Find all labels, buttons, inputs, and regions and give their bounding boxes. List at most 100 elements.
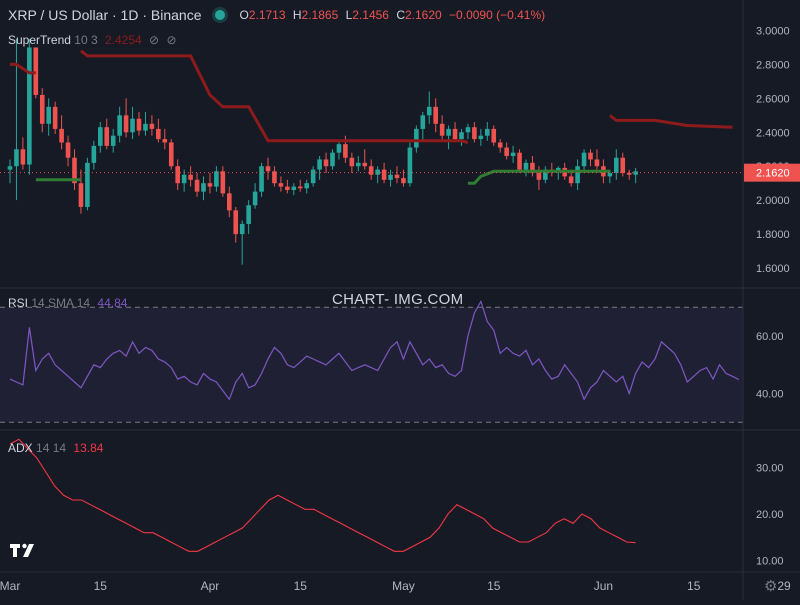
- adx-tick-label: 30.00: [756, 462, 784, 474]
- candle-body: [46, 106, 51, 124]
- candle-body: [7, 166, 13, 170]
- candle-body: [459, 132, 464, 140]
- open-value: 2.1713: [248, 8, 286, 22]
- candle-body: [588, 152, 593, 160]
- candle-body: [233, 210, 239, 235]
- candle-body: [85, 162, 90, 207]
- candle-body: [594, 159, 600, 167]
- candle-body: [207, 183, 213, 187]
- adx-name: ADX: [8, 441, 33, 455]
- adx-legend[interactable]: ADX 14 14 13.84: [8, 441, 103, 455]
- last-price-label: 2.1620: [756, 168, 790, 180]
- candle-body: [162, 139, 168, 143]
- candle-body: [156, 128, 161, 140]
- supertrend-line-down: [10, 62, 36, 75]
- candle-body: [310, 169, 316, 184]
- candle-body: [504, 147, 509, 157]
- x-tick-label: Apr: [201, 579, 220, 593]
- x-tick-label: 15: [94, 579, 108, 593]
- price-tick-label: 2.6000: [756, 93, 790, 105]
- candle-body: [123, 115, 129, 133]
- supertrend-legend[interactable]: SuperTrend 10 3 2.4254 ⊘ ⊘: [8, 33, 177, 47]
- chart-header: XRP / US Dollar · 1D · Binance O2.1713 H…: [8, 7, 549, 23]
- price-tick-label: 2.0000: [756, 195, 790, 207]
- candle-body: [401, 178, 406, 184]
- watermark: CHART- IMG.COM: [332, 291, 464, 308]
- candle-body: [104, 127, 110, 146]
- candle-body: [568, 176, 574, 184]
- change-value: −0.0090 (−0.41%): [449, 8, 546, 22]
- candle-body: [362, 162, 368, 167]
- tradingview-logo-icon[interactable]: [9, 541, 39, 559]
- candle-body: [543, 169, 548, 180]
- candle-body: [27, 47, 32, 165]
- candle-body: [575, 166, 580, 184]
- candle-body: [323, 159, 329, 167]
- rsi-params: 14 SMA 14: [31, 296, 91, 310]
- candle-body: [439, 123, 445, 136]
- candle-body: [433, 106, 438, 124]
- supertrend-line-up: [467, 169, 610, 185]
- candle-body: [530, 162, 535, 174]
- candle-body: [626, 173, 632, 175]
- price-tick-label: 3.0000: [756, 25, 790, 37]
- candle-body: [149, 123, 155, 129]
- candle-body: [98, 127, 103, 146]
- candle-body: [239, 223, 245, 235]
- x-tick-label: Jun: [594, 579, 613, 593]
- x-tick-label: May: [392, 579, 415, 593]
- candle-body: [291, 186, 297, 190]
- adx-value: 13.84: [73, 441, 104, 455]
- candle-body: [214, 171, 219, 187]
- settings-gear-icon[interactable]: ⚙: [764, 578, 778, 595]
- candle-body: [72, 157, 77, 184]
- supertrend-name: SuperTrend: [8, 33, 71, 47]
- candle-body: [252, 191, 258, 206]
- candle-body: [536, 173, 542, 180]
- candle-body: [143, 123, 148, 131]
- candle-body: [136, 118, 142, 131]
- candle-body: [278, 183, 284, 187]
- candle-body: [175, 166, 180, 184]
- rsi-band: [0, 307, 743, 423]
- eye-off-icon[interactable]: ⊘: [166, 33, 177, 47]
- high-value: 2.1865: [301, 8, 339, 22]
- candle-body: [472, 127, 477, 140]
- supertrend-value: 2.4254: [104, 33, 142, 47]
- rsi-legend[interactable]: RSI 14 SMA 14 44.84: [8, 296, 127, 310]
- price-tick-label: 2.4000: [756, 127, 790, 139]
- candle-body: [14, 149, 19, 167]
- candle-body: [394, 174, 400, 179]
- candle-body: [452, 128, 458, 140]
- last-price-label-box: [744, 163, 800, 182]
- candle-body: [220, 171, 226, 194]
- candle-body: [78, 183, 84, 207]
- candle-body: [201, 183, 206, 192]
- candle-body: [285, 186, 290, 190]
- candle-body: [181, 174, 187, 184]
- candle-body: [465, 127, 471, 133]
- candle-body: [349, 157, 355, 167]
- candle-body: [414, 128, 419, 148]
- candle-body: [330, 152, 335, 167]
- close-value: 2.1620: [405, 8, 442, 22]
- candle-body: [52, 106, 58, 129]
- candle-body: [620, 157, 626, 174]
- supertrend-params: 10 3: [74, 33, 98, 47]
- candle-body: [633, 171, 638, 175]
- adx-params: 14 14: [36, 441, 67, 455]
- symbol-title[interactable]: XRP / US Dollar · 1D · Binance: [8, 7, 202, 23]
- candle-body: [388, 174, 393, 180]
- candle-body: [227, 193, 232, 211]
- candle-body: [356, 162, 361, 167]
- eye-off-icon[interactable]: ⊘: [149, 33, 160, 47]
- price-tick-label: 1.8000: [756, 229, 790, 241]
- rsi-value: 44.84: [97, 296, 128, 310]
- rsi-tick-label: 40.00: [756, 389, 784, 401]
- x-tick-label: Mar: [0, 579, 20, 593]
- adx-line: [9, 438, 636, 552]
- candle-body: [33, 47, 39, 95]
- adx-tick-label: 20.00: [756, 509, 784, 521]
